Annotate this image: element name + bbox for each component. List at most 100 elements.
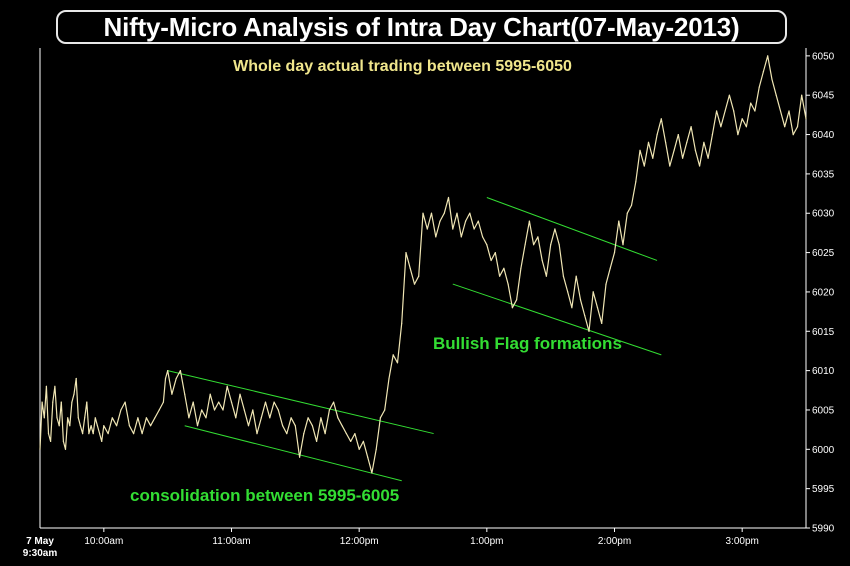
price-point-158: [643, 165, 645, 167]
price-point-57: [213, 409, 216, 411]
price-point-135: [545, 275, 548, 277]
price-point-45: [164, 377, 167, 380]
price-point-105: [418, 275, 420, 277]
price-point-71: [273, 401, 275, 403]
price-point-102: [405, 252, 407, 254]
price-point-62: [235, 417, 237, 419]
price-point-22: [86, 401, 88, 403]
price-point-168: [686, 141, 688, 143]
price-point-95: [375, 448, 377, 450]
price-point-172: [703, 141, 705, 143]
price-point-64: [243, 409, 245, 411]
price-point-44: [162, 401, 164, 403]
price-point-46: [167, 370, 169, 372]
price-point-109: [435, 236, 437, 238]
price-point-83: [324, 433, 326, 435]
price-point-119: [477, 220, 479, 222]
price-point-20: [82, 433, 84, 435]
price-series: [39, 55, 807, 474]
price-point-130: [524, 244, 526, 246]
price-point-85: [333, 401, 335, 403]
price-point-143: [579, 299, 582, 301]
price-point-145: [588, 330, 590, 332]
price-point-178: [728, 94, 731, 96]
price-point-160: [652, 157, 654, 159]
x-start-label-date: 7 May: [26, 536, 54, 547]
price-point-161: [656, 134, 658, 136]
price-point-184: [754, 110, 756, 112]
price-point-80: [311, 425, 313, 427]
price-point-140: [567, 291, 569, 293]
price-point-167: [682, 157, 684, 159]
price-point-142: [575, 275, 577, 277]
price-point-181: [741, 118, 743, 120]
price-point-9: [58, 425, 60, 427]
price-point-41: [150, 425, 152, 427]
price-point-49: [179, 370, 181, 372]
price-point-77: [299, 456, 301, 458]
y-tick-label-6005: 6005: [812, 405, 835, 416]
price-point-23: [88, 433, 90, 435]
price-point-196: [805, 118, 807, 120]
price-point-61: [230, 401, 233, 403]
annotation-consolidation: consolidation between 5995-6005: [130, 486, 400, 505]
price-point-34: [120, 409, 122, 411]
price-point-139: [562, 275, 565, 277]
price-point-133: [537, 236, 539, 238]
price-point-148: [601, 322, 603, 324]
x-tick-label-10:00am: 10:00am: [84, 536, 123, 547]
price-point-14: [69, 425, 71, 427]
price-point-98: [388, 377, 390, 380]
price-point-187: [767, 55, 769, 57]
trend-line-4: [452, 283, 662, 356]
price-point-25: [92, 433, 94, 435]
price-point-56: [209, 393, 211, 395]
price-point-2: [43, 417, 45, 419]
price-point-8: [56, 417, 58, 419]
price-point-189: [775, 94, 777, 96]
trend-line-3: [486, 197, 658, 261]
price-point-6: [52, 401, 54, 403]
price-point-176: [720, 126, 722, 128]
price-point-65: [247, 425, 250, 427]
price-point-117: [469, 212, 471, 214]
price-point-13: [67, 417, 69, 419]
price-point-5: [50, 440, 52, 442]
price-point-53: [196, 425, 199, 427]
price-point-66: [252, 409, 254, 411]
price-point-88: [345, 433, 347, 435]
price-point-169: [690, 126, 692, 128]
price-point-112: [447, 196, 450, 199]
price-point-96: [379, 417, 381, 419]
price-point-19: [79, 425, 81, 427]
price-point-156: [635, 181, 637, 183]
annotation-flag: Bullish Flag formations: [433, 334, 622, 353]
price-point-177: [724, 110, 726, 112]
price-point-40: [145, 417, 147, 419]
price-point-115: [460, 236, 462, 238]
price-point-175: [716, 110, 718, 112]
price-point-190: [779, 110, 782, 112]
y-tick-label-6010: 6010: [812, 366, 835, 377]
price-point-33: [116, 425, 118, 427]
price-point-11: [62, 440, 64, 442]
price-point-129: [520, 267, 522, 269]
price-point-103: [409, 267, 411, 269]
price-line: [39, 55, 807, 474]
price-point-118: [473, 228, 475, 230]
y-tick-label-6025: 6025: [812, 248, 835, 259]
price-point-18: [77, 417, 79, 419]
chart-title-box: Nifty-Micro Analysis of Intra Day Chart(…: [56, 10, 787, 44]
price-point-58: [218, 401, 220, 403]
price-point-47: [171, 393, 173, 395]
price-point-7: [54, 385, 56, 387]
price-point-166: [677, 134, 679, 136]
price-point-87: [341, 425, 343, 427]
price-point-146: [592, 291, 594, 293]
price-point-125: [503, 267, 505, 269]
y-tick-label-5990: 5990: [812, 524, 835, 535]
price-point-1: [41, 401, 43, 403]
x-tick-label-3:00pm: 3:00pm: [725, 536, 758, 547]
price-point-138: [558, 244, 560, 246]
